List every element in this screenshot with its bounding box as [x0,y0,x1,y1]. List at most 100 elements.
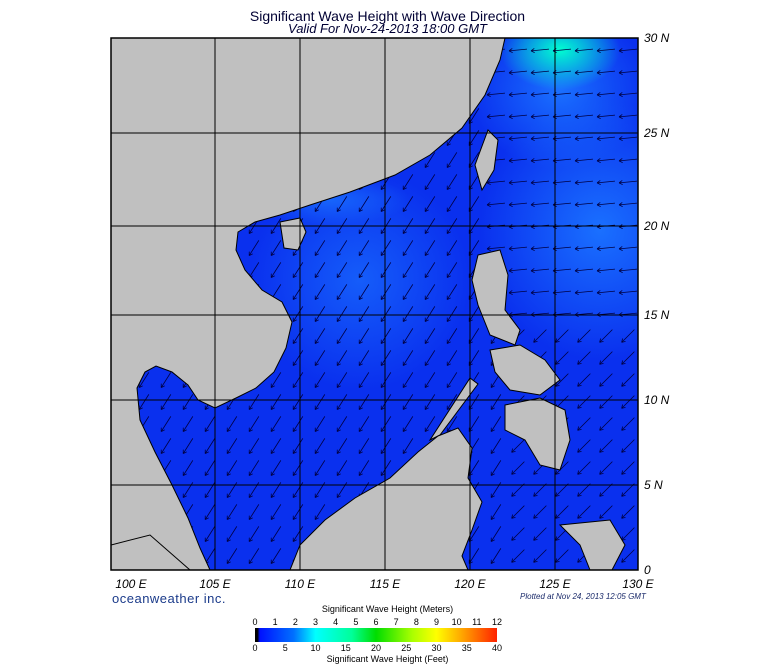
land-sulawesi [558,519,626,570]
wave-arrow [248,548,260,564]
land-asia-mainland [111,38,506,570]
wave-arrow [380,460,392,476]
wave-arrow [314,262,326,278]
wave-arrow [508,290,527,295]
wave-arrow [160,394,172,410]
colorbar-meters-tick: 12 [491,617,502,627]
colorbar-feet-tick: 5 [282,643,288,653]
wave-arrow [599,395,613,409]
wave-arrow [358,240,370,256]
map-subtitle: Valid For Nov-24-2013 18:00 GMT [288,21,487,36]
wave-arrow [358,284,370,300]
wave-arrow [204,504,216,520]
wave-arrow [248,416,260,432]
wave-arrow [490,394,502,410]
colorbar-meters-tick: 11 [472,617,482,627]
wave-arrow [446,350,458,366]
wave-arrow [621,373,635,387]
wave-arrow [292,394,304,410]
map-title: Significant Wave Height with Wave Direct… [249,8,526,24]
wave-arrow [424,350,436,366]
wave-arrow [574,290,593,295]
wave-arrow [486,92,505,97]
wave-arrow [508,246,527,251]
wave-arrow [358,372,370,388]
wave-arrow [424,152,436,168]
wave-arrow [248,438,260,454]
lon-label: 125 E [539,577,571,591]
lat-label: 15 N [644,308,670,322]
wave-arrow [511,483,525,497]
wave-arrow [621,351,635,365]
wave-arrow [618,114,637,119]
wave-arrow [446,262,458,278]
wave-arrow [336,372,348,388]
wave-arrow [555,351,569,365]
wave-arrow [508,48,527,53]
wave-arrow [270,460,282,476]
wave-arrow [314,416,326,432]
wave-arrow [292,350,304,366]
wave-arrow [577,439,591,453]
wave-arrow [424,262,436,278]
wave-arrow [508,136,527,141]
wave-arrow [424,328,436,344]
wave-arrow [574,48,593,53]
colorbar-meters-label: Significant Wave Height (Meters) [321,604,454,614]
wave-arrow [596,92,615,97]
plotted-timestamp: Plotted at Nov 24, 2013 12:05 GMT [520,592,646,601]
wave-arrow [424,284,436,300]
wave-arrow [618,180,637,185]
wave-arrow [574,268,593,273]
lon-label: 105 E [199,577,231,591]
wave-arrow [533,505,547,519]
wave-arrow [424,394,436,410]
wave-arrow [446,174,458,190]
colorbar-feet-tick: 0 [252,643,258,653]
land-luzon [471,249,521,346]
wave-arrow [424,416,436,432]
wave-arrow [621,329,635,343]
wave-arrow [402,174,414,190]
wave-arrow [204,438,216,454]
wave-arrow [555,461,569,475]
wave-arrow [618,246,637,251]
colorbar-meters-tick: 10 [451,617,462,627]
wave-arrow [182,438,194,454]
wave-arrow [380,240,392,256]
wave-arrow [248,394,260,410]
wave-arrow [380,394,392,410]
wave-arrow [336,350,348,366]
wave-arrow [226,460,238,476]
wave-arrow [574,180,593,185]
colorbar-feet-tick: 25 [401,643,412,653]
wave-arrow [599,461,613,475]
wave-arrow [618,48,637,53]
wave-arrow [402,262,414,278]
wave-arrow [336,240,348,256]
wave-arrow [182,394,194,410]
wave-arrow [577,395,591,409]
colorbar-meters-tick: 6 [373,617,379,627]
wave-arrow [446,328,458,344]
wave-arrow [182,460,194,476]
wave-arrow [511,439,525,453]
wave-arrow [248,504,260,520]
wave-arrow [533,483,547,497]
wave-arrow [336,284,348,300]
wave-arrow [530,290,549,295]
wave-arrow [226,504,238,520]
wave-arrow [618,290,637,295]
wave-arrow [555,505,569,519]
wave-arrow [226,438,238,454]
wave-arrow [380,196,392,212]
wave-arrow [380,306,392,322]
wave-arrow [424,240,436,256]
wave-arrow [292,328,304,344]
colorbar-meters-tick: 3 [312,617,318,627]
wave-arrow [226,526,238,542]
wave-arrow [402,306,414,322]
wave-arrow [402,372,414,388]
wave-arrow [577,417,591,431]
wave-arrow [402,438,414,454]
